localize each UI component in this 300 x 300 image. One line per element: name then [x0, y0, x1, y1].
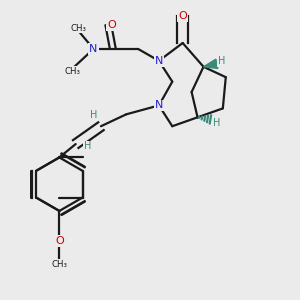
- Text: CH₃: CH₃: [71, 24, 87, 33]
- Text: H: H: [90, 110, 97, 120]
- Text: H: H: [213, 118, 220, 128]
- Text: H: H: [218, 56, 226, 66]
- Text: N: N: [155, 100, 163, 110]
- Text: O: O: [178, 11, 187, 21]
- Text: H: H: [84, 141, 91, 152]
- Text: CH₃: CH₃: [51, 260, 67, 269]
- Text: O: O: [55, 236, 64, 246]
- Polygon shape: [203, 59, 218, 68]
- Text: CH₃: CH₃: [65, 67, 81, 76]
- Text: N: N: [89, 44, 98, 54]
- Text: N: N: [155, 56, 163, 66]
- Text: O: O: [107, 20, 116, 30]
